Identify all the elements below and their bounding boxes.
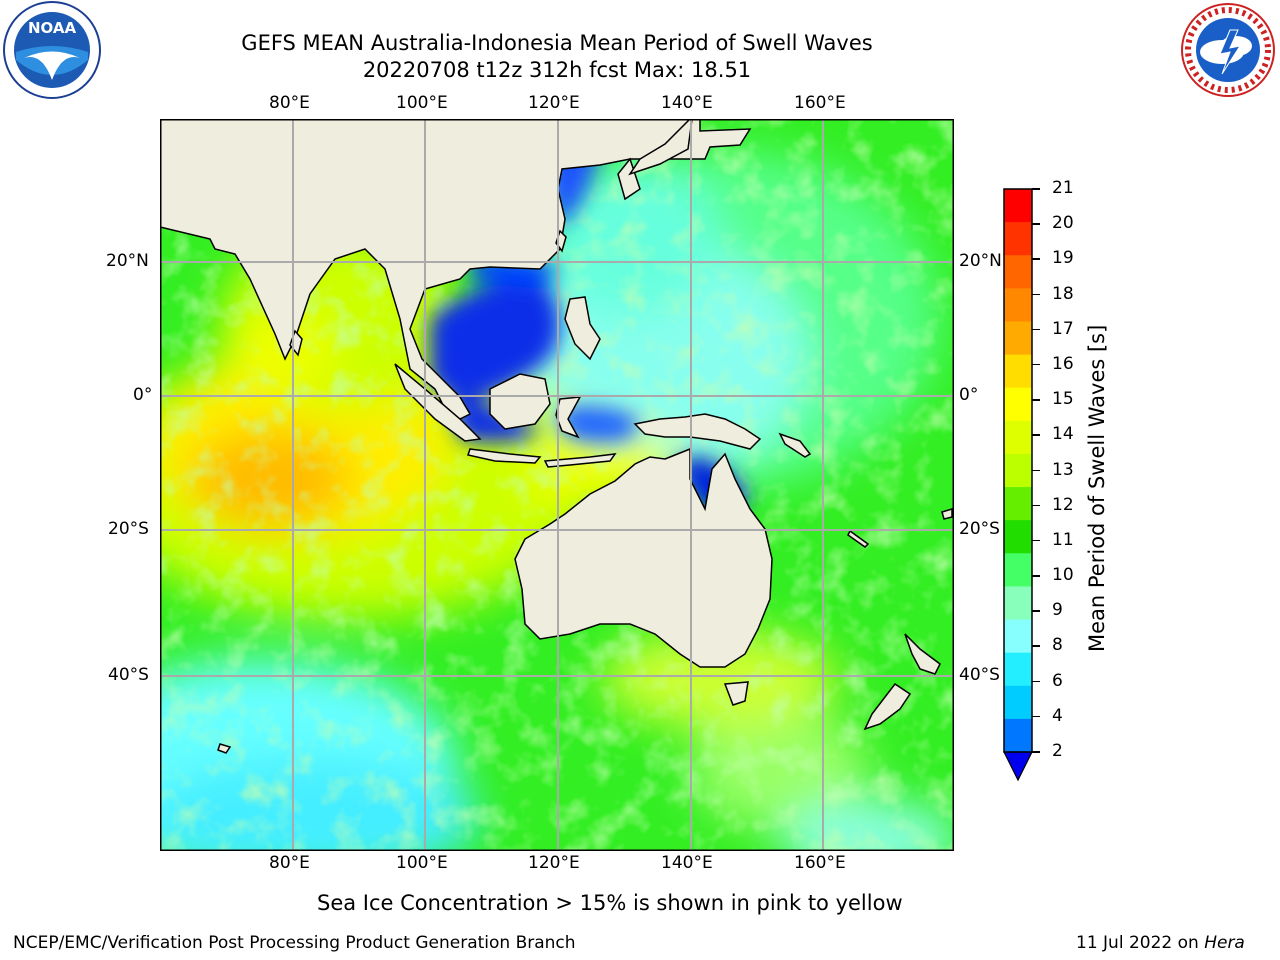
title-line-2: 20220708 t12z 312h fcst Max: 18.51 [362, 58, 752, 82]
lat-label-left-20n: 20°N [106, 251, 149, 271]
colorbar-tick-mark [1032, 188, 1040, 190]
colorbar-tick-mark [1032, 434, 1040, 436]
colorbar-tick-mark [1032, 751, 1040, 753]
colorbar-segment [1004, 619, 1032, 654]
colorbar-tick-label: 10 [1052, 565, 1074, 586]
colorbar-tick-label: 17 [1052, 318, 1074, 339]
colorbar-tick-label: 21 [1052, 178, 1074, 198]
nws-logo [1178, 0, 1278, 100]
colorbar-tick-label: 20 [1052, 213, 1074, 234]
lon-label-top-140e: 140°E [661, 93, 713, 113]
colorbar-segment [1004, 520, 1032, 554]
lat-label-left-40s: 40°S [108, 665, 149, 685]
colorbar-tick-mark [1032, 293, 1040, 296]
lat-label-left-0: 0° [133, 385, 153, 405]
colorbar-segment [1004, 453, 1032, 488]
title-line-1: GEFS MEAN Australia-Indonesia Mean Perio… [241, 31, 873, 55]
noaa-logo: NOAA [2, 0, 102, 100]
colorbar-tick-label: 2 [1052, 741, 1063, 761]
lat-label-right-40s: 40°S [959, 665, 1000, 685]
sea-ice-note: Sea Ice Concentration > 15% is shown in … [317, 891, 903, 915]
colorbar-tick-mark [1032, 223, 1040, 225]
colorbar-tick-label: 19 [1052, 248, 1074, 269]
lon-label-bottom-80e: 80°E [269, 853, 310, 873]
colorbar-tick-label: 12 [1052, 494, 1074, 515]
colorbar-tick-mark [1032, 399, 1040, 401]
lon-label-top-100e: 100°E [396, 93, 448, 113]
colorbar-segment [1004, 222, 1032, 256]
colorbar-segment [1004, 553, 1032, 587]
colorbar-segment [1004, 387, 1032, 422]
colorbar-tick-label: 14 [1052, 424, 1074, 445]
colorbar [1000, 187, 1040, 787]
colorbar-segment [1004, 189, 1032, 223]
colorbar-tick-label: 9 [1052, 600, 1063, 621]
colorbar-segment [1004, 288, 1032, 322]
colorbar-tick-mark [1032, 680, 1040, 683]
colorbar-tick-mark [1032, 715, 1040, 718]
colorbar-label: Mean Period of Swell Waves [s] [1085, 324, 1109, 652]
lat-label-right-0: 0° [959, 385, 979, 405]
lat-label-right-20s: 20°S [959, 519, 1000, 539]
colorbar-segment [1004, 718, 1032, 753]
lon-label-bottom-140e: 140°E [661, 853, 713, 873]
lon-label-bottom-120e: 120°E [528, 853, 580, 873]
colorbar-tick-label: 6 [1052, 670, 1063, 691]
colorbar-tick-mark [1032, 575, 1040, 577]
footer-date: 11 Jul 2022 on [1076, 933, 1205, 953]
colorbar-tick-mark [1032, 328, 1040, 331]
colorbar-tick-label: 15 [1052, 389, 1074, 410]
colorbar-tick-label: 8 [1052, 635, 1063, 656]
colorbar-tick-label: 4 [1052, 705, 1063, 726]
colorbar-tick-label: 16 [1052, 353, 1074, 374]
svg-text:NOAA: NOAA [28, 19, 77, 37]
lat-label-left-20s: 20°S [108, 519, 149, 539]
colorbar-tick-label: 11 [1052, 529, 1074, 550]
colorbar-tick-label: 18 [1052, 283, 1074, 304]
lon-label-top-120e: 120°E [528, 93, 580, 113]
colorbar-tick-mark [1032, 469, 1040, 471]
colorbar-segment [1004, 255, 1032, 289]
colorbar-tick-mark [1032, 258, 1040, 260]
colorbar-tick-mark [1032, 363, 1040, 366]
swell-period-map [160, 119, 954, 851]
colorbar-segment [1004, 354, 1032, 389]
colorbar-segment [1004, 586, 1032, 621]
lon-label-bottom-160e: 160°E [794, 853, 846, 873]
colorbar-tick-label: 13 [1052, 459, 1074, 480]
colorbar-tick-mark [1032, 645, 1040, 647]
lon-label-top-160e: 160°E [794, 93, 846, 113]
footer-right: 11 Jul 2022 on Hera [1076, 933, 1245, 953]
lon-label-bottom-100e: 100°E [396, 853, 448, 873]
colorbar-segment [1004, 420, 1032, 455]
footer-host: Hera [1204, 933, 1245, 953]
lon-label-top-80e: 80°E [269, 93, 310, 113]
colorbar-segment [1004, 652, 1032, 687]
colorbar-segment [1004, 487, 1032, 521]
colorbar-segment [1004, 321, 1032, 356]
colorbar-tick-mark [1032, 610, 1040, 612]
colorbar-extension [1003, 751, 1033, 782]
colorbar-tick-mark [1032, 539, 1040, 542]
lat-label-right-20n: 20°N [959, 251, 1002, 271]
colorbar-segment [1004, 685, 1032, 720]
colorbar-tick-mark [1032, 504, 1040, 507]
footer-left: NCEP/EMC/Verification Post Processing Pr… [13, 933, 576, 953]
